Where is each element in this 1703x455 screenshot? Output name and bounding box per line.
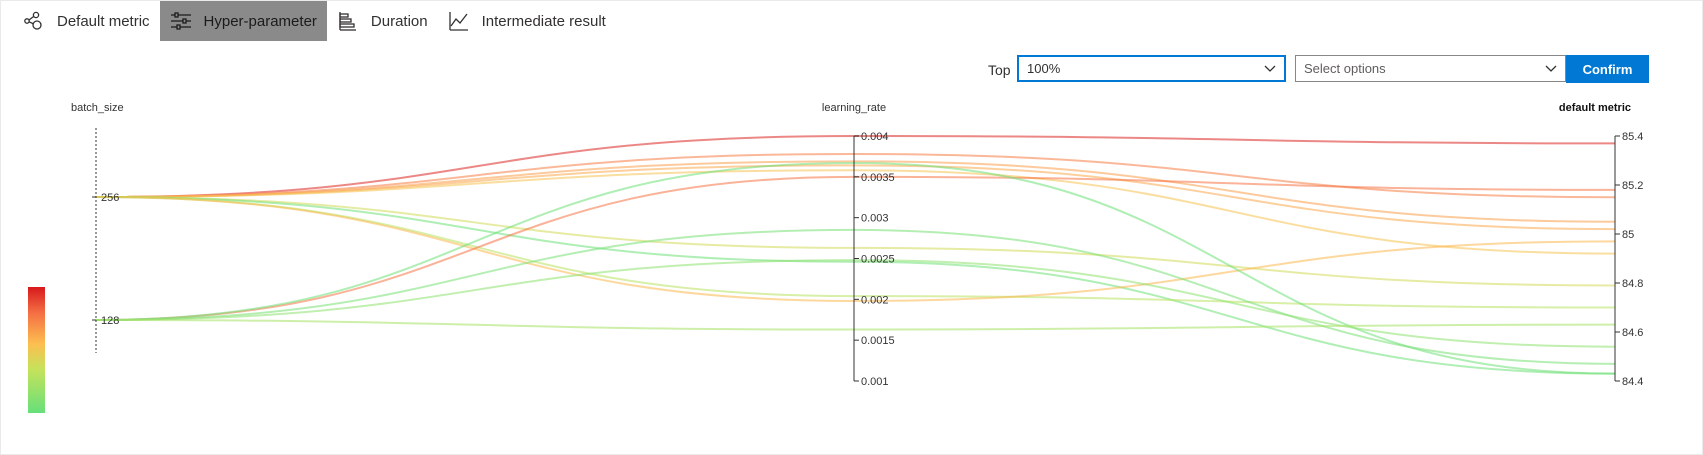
series-line xyxy=(95,134,1616,198)
tick-label: 85.2 xyxy=(1622,180,1643,192)
confirm-button[interactable]: Confirm xyxy=(1566,55,1649,83)
tick-label: 84.4 xyxy=(1622,376,1643,388)
tick-label: 85.4 xyxy=(1622,131,1643,143)
chevron-down-icon xyxy=(1264,65,1276,73)
tick-label: 0.002 xyxy=(861,294,889,306)
tick-label: 0.004 xyxy=(861,131,889,143)
axis-title-default-metric: default metric xyxy=(1559,102,1631,114)
tab-default-metric[interactable]: Default metric xyxy=(13,1,160,41)
options-dropdown[interactable]: Select options xyxy=(1295,55,1566,82)
tab-hyper-parameter[interactable]: Hyper-parameter xyxy=(159,1,327,41)
series-line xyxy=(95,169,1616,255)
tab-label: Hyper-parameter xyxy=(203,12,317,30)
tab-label: Intermediate result xyxy=(481,12,606,30)
tick-label: 128 xyxy=(101,315,119,327)
series-line xyxy=(95,161,1616,375)
axis-title-learning-rate: learning_rate xyxy=(822,102,886,114)
series-line xyxy=(95,196,1616,375)
tab-bar: Default metric Hyper-parameter Duration xyxy=(13,1,616,41)
tick-label: 0.0025 xyxy=(861,254,895,266)
tick-label: 0.0035 xyxy=(861,172,895,184)
top-percent-dropdown[interactable]: 100% xyxy=(1017,55,1286,82)
tab-intermediate-result[interactable]: Intermediate result xyxy=(438,1,616,41)
series-line xyxy=(95,259,1616,348)
tick-label: 0.0015 xyxy=(861,335,895,347)
line-chart-icon xyxy=(448,10,470,32)
series-line xyxy=(95,196,1616,302)
chevron-down-icon xyxy=(1545,65,1557,73)
network-nodes-icon xyxy=(23,10,45,32)
parallel-coordinates-chart: batch_size 256 128 learning_rate 0.004 0.0035… xyxy=(28,102,1643,413)
dropdown-value: 100% xyxy=(1027,61,1061,76)
bar-chart-horizontal-icon xyxy=(337,10,359,32)
series-line xyxy=(95,319,1616,331)
color-scale-bar xyxy=(28,287,45,413)
axis-title-batch-size: batch_size xyxy=(71,102,124,114)
tab-label: Duration xyxy=(370,12,428,30)
dropdown-placeholder: Select options xyxy=(1304,61,1386,76)
series-line xyxy=(95,175,1616,321)
series-line xyxy=(95,196,1616,309)
tick-label: 85 xyxy=(1622,229,1634,241)
tick-label: 84.8 xyxy=(1622,278,1643,290)
top-label: Top xyxy=(988,62,1011,78)
sliders-icon xyxy=(170,10,192,32)
tick-label: 0.003 xyxy=(861,213,889,225)
tick-label: 84.6 xyxy=(1622,327,1643,339)
tab-duration[interactable]: Duration xyxy=(327,1,438,41)
tab-label: Default metric xyxy=(57,12,150,30)
series-line xyxy=(95,164,1616,231)
tick-label: 0.001 xyxy=(861,376,889,388)
tick-label: 256 xyxy=(101,192,119,204)
